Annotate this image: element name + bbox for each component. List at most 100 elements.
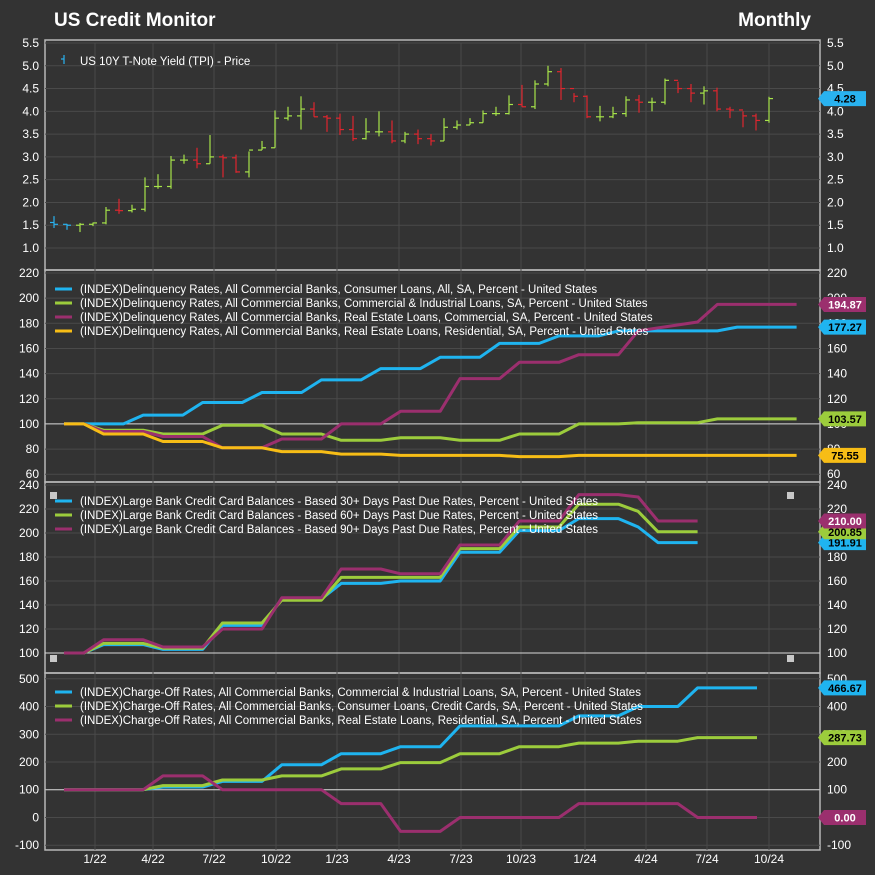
price-bar [440, 118, 448, 142]
panel-1: 1.0 1.01.5 1.52.0 2.02.5 2.53.0 3.03.5 3.54.0 4… [22, 36, 866, 255]
price-bar [479, 110, 487, 124]
y-tick-label-left: 3.0 [22, 150, 39, 164]
x-tick-label: 4/23 [387, 852, 411, 866]
legend-entry-label: (INDEX)Large Bank Credit Card Balances -… [80, 510, 598, 522]
last-value-badge-shape [818, 411, 866, 427]
price-bar [414, 129, 422, 145]
last-value-badge-shape [818, 680, 866, 696]
x-tick-label: 1/24 [573, 852, 597, 866]
last-value-badge-label: 191.91 [828, 538, 862, 550]
price-bar [466, 118, 474, 126]
y-tick-label-right: 2.0 [827, 195, 844, 209]
price-bar [349, 115, 357, 141]
x-tick-label: 10/22 [261, 852, 291, 866]
y-tick-label-left: 180 [19, 316, 39, 330]
frequency-label: Monthly [738, 10, 811, 31]
last-value-badge: 194.87 [818, 296, 866, 312]
last-value-badge: 210.00 [818, 513, 866, 529]
price-bar [726, 106, 734, 119]
y-tick-label-right: 140 [827, 598, 847, 612]
y-tick-label-left: 200 [19, 526, 39, 540]
price-bar [375, 111, 383, 137]
y-tick-label-left: 1.5 [22, 218, 39, 232]
price-bar [453, 120, 461, 130]
panel-4: -100-10000100100200200300300400400500500… [15, 672, 866, 852]
price-bar [622, 96, 630, 117]
panel-3: 1001001201201401401601601801802002002202… [19, 478, 866, 660]
price-bar [232, 154, 240, 173]
y-tick-label-left: 4.0 [22, 104, 39, 118]
last-value-badge-shape [818, 809, 866, 825]
last-value-badge-label: 0.00 [834, 812, 855, 824]
y-tick-label-right: 160 [827, 574, 847, 588]
last-value-badge-label: 200.85 [828, 527, 862, 539]
y-tick-label-left: 100 [19, 783, 39, 797]
x-tick-label: 7/23 [449, 852, 473, 866]
y-tick-label-right: 220 [827, 502, 847, 516]
legend-entry-label: (INDEX)Charge-Off Rates, All Commercial … [80, 701, 643, 713]
x-tick-label: 10/24 [754, 852, 784, 866]
price-bar [63, 223, 71, 230]
price-bar [401, 131, 409, 144]
price-bar [388, 120, 396, 144]
last-value-badge-label: 4.28 [834, 94, 855, 106]
last-value-badge-label: 287.73 [828, 733, 862, 745]
y-tick-label-left: 80 [26, 442, 40, 456]
y-tick-label-left: 120 [19, 392, 39, 406]
series-line-4 [64, 422, 797, 459]
last-value-badge-label: 103.57 [828, 414, 862, 426]
y-tick-label-right: 60 [827, 467, 841, 481]
series-line-3 [64, 774, 757, 833]
price-bar [687, 84, 695, 103]
price-bar [570, 87, 578, 103]
price-bar [115, 198, 123, 214]
resize-handle[interactable] [50, 655, 57, 662]
last-value-badge-shape [818, 296, 866, 312]
y-tick-label-right: 160 [827, 341, 847, 355]
y-tick-label-left: 500 [19, 672, 39, 686]
last-value-badge: 0.00 [818, 809, 866, 825]
price-bar [245, 149, 253, 178]
legend-entry-label: (INDEX)Delinquency Rates, All Commercial… [80, 326, 648, 338]
price-bar [752, 113, 760, 131]
last-value-badge-shape [818, 319, 866, 335]
last-value-badge-label: 210.00 [828, 516, 862, 528]
price-bar [739, 109, 747, 128]
resize-handle[interactable] [787, 655, 794, 662]
price-bar [427, 134, 435, 146]
price-bar [180, 154, 188, 164]
last-value-badge-shape [818, 730, 866, 746]
resize-handle[interactable] [50, 492, 57, 499]
y-tick-label-right: 3.5 [827, 127, 844, 141]
legend-entry-label: (INDEX)Charge-Off Rates, All Commercial … [80, 687, 641, 699]
price-bar [609, 106, 617, 119]
price-bar [141, 177, 149, 212]
y-tick-label-left: 140 [19, 367, 39, 381]
price-bar [765, 96, 773, 123]
price-bar [700, 86, 708, 105]
price-bar [50, 216, 58, 228]
legend-entry-label: (INDEX)Charge-Off Rates, All Commercial … [80, 715, 642, 727]
price-bar [128, 204, 136, 213]
y-tick-label-right: 200 [827, 755, 847, 769]
y-tick-label-right: 1.5 [827, 218, 844, 232]
y-tick-label-left: 5.0 [22, 59, 39, 73]
price-bar [492, 106, 500, 116]
y-tick-label-right: 5.5 [827, 36, 844, 50]
y-tick-label-left: 140 [19, 598, 39, 612]
y-tick-label-left: -100 [15, 838, 39, 852]
last-value-badge-label: 75.55 [831, 450, 859, 462]
price-bar [297, 96, 305, 130]
last-value-badge-shape [818, 447, 866, 463]
price-bar [362, 118, 370, 140]
last-value-badge: 75.55 [818, 447, 866, 463]
legend-entry-label: (INDEX)Delinquency Rates, All Commercial… [80, 284, 597, 296]
price-bar [323, 114, 331, 132]
y-tick-label-left: 2.5 [22, 173, 39, 187]
legend-entry-label: (INDEX)Large Bank Credit Card Balances -… [80, 524, 598, 536]
x-tick-label: 1/23 [325, 852, 349, 866]
price-bar [284, 106, 292, 121]
resize-handle[interactable] [787, 492, 794, 499]
price-bar [557, 68, 565, 100]
